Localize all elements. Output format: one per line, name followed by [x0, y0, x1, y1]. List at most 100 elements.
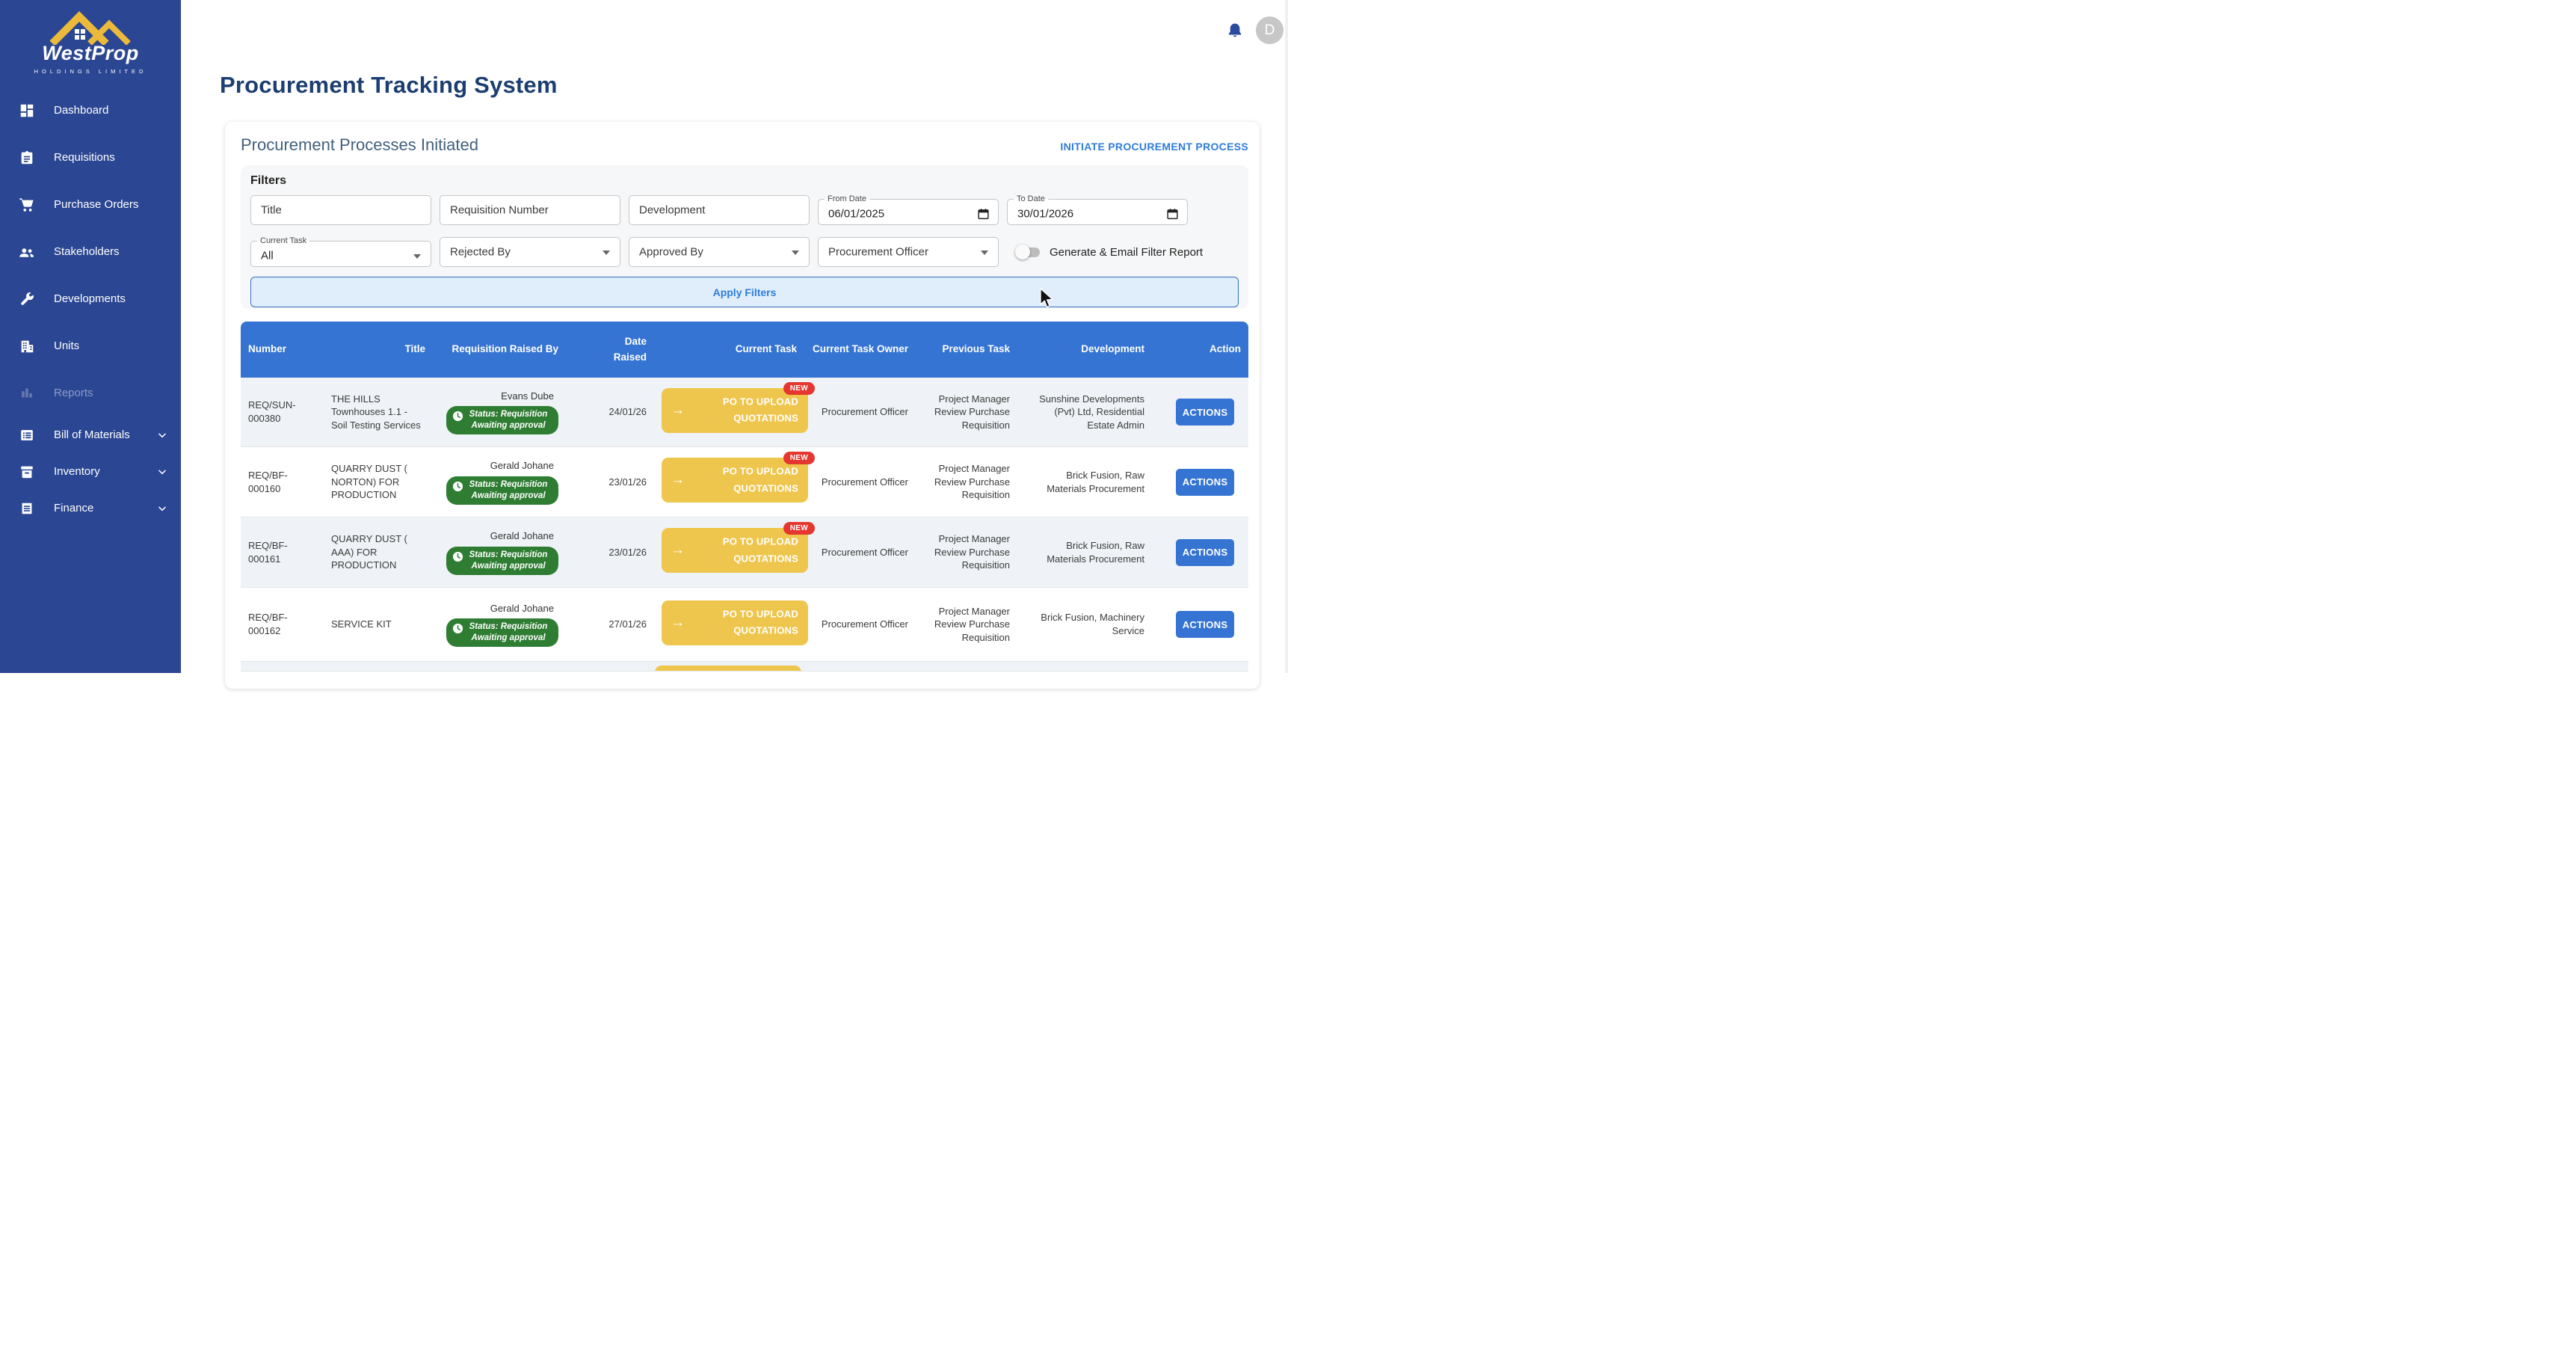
cell-action: ACTIONS — [1152, 535, 1248, 571]
westprop-roof-icon — [49, 10, 131, 45]
sidebar-item-label: Developments — [54, 292, 126, 305]
brand-logo: WestProp HOLDINGS LIMITED — [0, 0, 181, 75]
raised-by-name: Gerald Johane — [490, 460, 554, 472]
sidebar-item-dashboard[interactable]: Dashboard — [0, 87, 181, 134]
sidebar-item-label: Purchase Orders — [54, 198, 139, 211]
actions-button[interactable]: ACTIONS — [1176, 399, 1234, 425]
building-icon — [18, 337, 36, 355]
status-badge: Status: Requisition Awaiting approval — [446, 546, 558, 575]
development-placeholder: Development — [639, 203, 706, 217]
arrow-right-icon: → — [671, 472, 685, 488]
table-row: REQ/BF-000162 SERVICE KIT Gerald Johane Sta… — [241, 588, 1248, 662]
title-filter-placeholder: Title — [261, 203, 282, 217]
to-date-value: 30/01/2026 — [1017, 207, 1074, 221]
rejected-by-value: Rejected By — [450, 245, 511, 259]
raised-by-name: Gerald Johane — [490, 530, 554, 542]
to-date-input[interactable]: To Date 30/01/2026 — [1007, 195, 1188, 225]
notification-bell-icon[interactable] — [1226, 21, 1244, 40]
cell-action: ACTIONS — [1152, 394, 1248, 430]
apply-filters-button[interactable]: Apply Filters — [250, 277, 1239, 307]
sidebar-item-purchase-orders[interactable]: Purchase Orders — [0, 181, 181, 228]
actions-button[interactable]: ACTIONS — [1176, 538, 1234, 566]
status-badge: Status: Requisition Awaiting approval — [446, 618, 558, 648]
cell-current-task: → PO TO UPLOAD QUOTATIONS — [654, 596, 808, 654]
table-body: REQ/SUN-000380 THE HILLS Townhouses 1.1 -… — [241, 378, 1248, 662]
approved-by-select[interactable]: Approved By — [629, 237, 810, 267]
column-header-date-raised: Date Raised — [613, 335, 647, 363]
cell-current-task-owner: Procurement Officer — [821, 476, 908, 488]
current-task-value: All — [261, 249, 274, 262]
column-header-current-task-owner: Current Task Owner — [812, 343, 908, 355]
generate-report-label: Generate & Email Filter Report — [1050, 245, 1204, 259]
sidebar: WestProp HOLDINGS LIMITED Dashboard Requi… — [0, 0, 181, 673]
sidebar-item-reports: Reports — [0, 369, 181, 417]
cell-number: REQ/BF-000161 — [248, 539, 288, 565]
current-task-select[interactable]: Current Task All — [250, 237, 431, 267]
calendar-icon[interactable] — [977, 208, 990, 221]
current-task-button[interactable]: → PO TO UPLOAD QUOTATIONS NEW — [662, 522, 815, 574]
cell-requisition-raised-by: Gerald Johane Status: Requisition Awaitin… — [433, 455, 566, 508]
current-task-label: PO TO UPLOAD QUOTATIONS — [722, 607, 798, 636]
sidebar-item-developments[interactable]: Developments — [0, 275, 181, 322]
cell-development: Brick Fusion, Raw Materials Procurement — [1047, 539, 1144, 565]
list-box-icon — [18, 426, 36, 444]
table-row-partial — [241, 662, 1248, 672]
procurement-officer-select[interactable]: Procurement Officer — [818, 237, 999, 267]
column-header-action: Action — [1210, 343, 1241, 355]
brand-name: WestProp — [42, 42, 139, 64]
cell-development: Brick Fusion, Raw Materials Procurement — [1047, 469, 1144, 494]
current-task-label: PO TO UPLOAD QUOTATIONS — [722, 395, 798, 424]
status-text: Status: Requisition Awaiting approval — [469, 550, 548, 571]
cell-development: Sunshine Developments (Pvt) Ltd, Residen… — [1039, 393, 1144, 431]
cell-development: Brick Fusion, Machinery Service — [1041, 612, 1144, 636]
title-filter-input[interactable]: Title — [250, 195, 431, 225]
requisition-number-filter-input[interactable]: Requisition Number — [440, 195, 620, 225]
development-filter-input[interactable]: Development — [629, 195, 810, 225]
sidebar-item-units[interactable]: Units — [0, 322, 181, 369]
inventory-box-icon — [18, 463, 36, 481]
avatar-initial: D — [1264, 22, 1275, 38]
cell-previous-task: Project Manager Review Purchase Requisit… — [934, 533, 1010, 571]
column-header-development: Development — [1081, 343, 1144, 355]
generate-report-toggle[interactable] — [1015, 245, 1041, 259]
column-header-previous-task: Previous Task — [942, 343, 1010, 355]
actions-button[interactable]: ACTIONS — [1176, 468, 1234, 496]
scrollbar-track[interactable] — [1285, 0, 1288, 673]
user-avatar[interactable]: D — [1256, 16, 1284, 44]
current-task-label: PO TO UPLOAD QUOTATIONS — [722, 465, 798, 494]
app-window: WestProp HOLDINGS LIMITED Dashboard Requi… — [0, 0, 1288, 689]
chevron-down-icon — [157, 503, 167, 514]
sidebar-item-requisitions[interactable]: Requisitions — [0, 134, 181, 181]
column-header-current-task: Current Task — [735, 343, 797, 355]
sidebar-item-bill-of-materials[interactable]: Bill of Materials — [0, 417, 181, 453]
table-header-row: Number Title Requisition Raised By Date Rai… — [241, 322, 1248, 378]
from-date-input[interactable]: From Date 06/01/2025 — [818, 195, 999, 225]
sidebar-item-inventory[interactable]: Inventory — [0, 453, 181, 490]
cell-number: REQ/BF-000162 — [248, 612, 288, 636]
table-row: REQ/SUN-000380 THE HILLS Townhouses 1.1 -… — [241, 378, 1248, 447]
sidebar-item-label: Bill of Materials — [54, 428, 130, 441]
raised-by-name: Gerald Johane — [490, 602, 554, 614]
current-task-button[interactable]: → PO TO UPLOAD QUOTATIONS — [662, 600, 808, 645]
sidebar-nav: Dashboard Requisitions Purchase Orders Stak… — [0, 87, 181, 526]
status-text: Status: Requisition Awaiting approval — [469, 410, 548, 431]
calendar-icon[interactable] — [1166, 208, 1179, 221]
column-header-requisition-raised-by: Requisition Raised By — [452, 343, 558, 355]
toggle-thumb — [1015, 245, 1030, 259]
card-heading: Procurement Processes Initiated — [241, 135, 478, 154]
current-task-button[interactable]: → PO TO UPLOAD QUOTATIONS NEW — [662, 381, 815, 433]
actions-button[interactable]: ACTIONS — [1176, 611, 1234, 638]
sidebar-item-stakeholders[interactable]: Stakeholders — [0, 228, 181, 275]
current-task-button[interactable]: → PO TO UPLOAD QUOTATIONS NEW — [662, 452, 815, 503]
initiate-procurement-link[interactable]: INITIATE PROCUREMENT PROCESS — [1060, 141, 1248, 153]
cell-title: QUARRY DUST ( AAA) FOR PRODUCTION — [331, 533, 407, 571]
sidebar-item-finance[interactable]: Finance — [0, 490, 181, 526]
rejected-by-select[interactable]: Rejected By — [440, 237, 620, 267]
cart-icon — [18, 196, 36, 214]
bar-chart-icon — [18, 384, 36, 402]
sidebar-item-label: Stakeholders — [54, 245, 120, 258]
cell-previous-task: Project Manager Review Purchase Requisit… — [934, 463, 1010, 501]
column-header-title: Title — [404, 343, 425, 355]
cell-previous-task: Project Manager Review Purchase Requisit… — [934, 393, 1010, 431]
people-icon — [18, 243, 36, 261]
